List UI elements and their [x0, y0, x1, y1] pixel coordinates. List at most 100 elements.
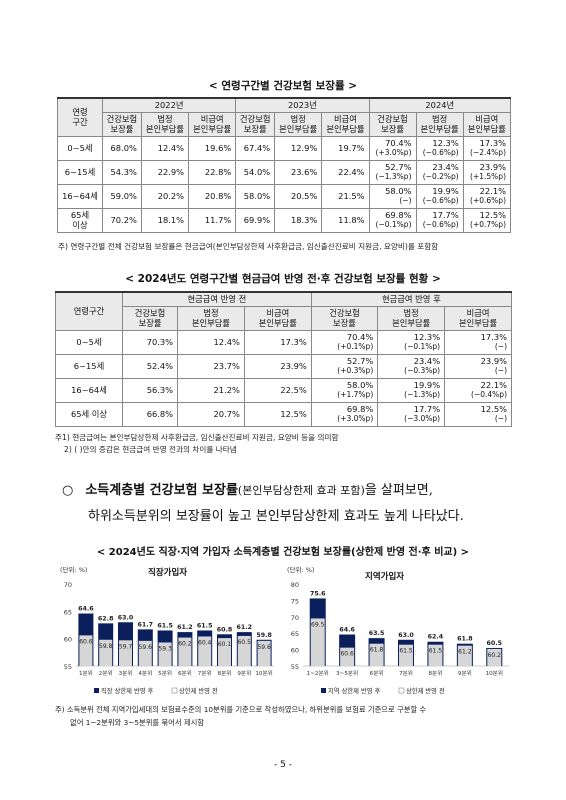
- data-label-after: 63.0: [118, 614, 134, 621]
- delta: (−2.4%p): [470, 148, 506, 157]
- data-label-before: 59.6: [139, 644, 153, 651]
- value-cell: 69.8% (−0.1%p): [368, 207, 417, 233]
- value: 12.5%: [480, 404, 507, 414]
- delta: (−0.1%p): [404, 342, 441, 351]
- value-cell: 17.3%: [243, 329, 312, 355]
- table-row: 16~64세 59.0% 20.2% 20.8% 58.0% 20.5% 21.5% 58.0…: [57, 183, 512, 209]
- sub-header: 건강보험 보장률: [121, 305, 179, 331]
- delta: (−): [399, 196, 412, 205]
- sub-header: 법정 본인부담률: [177, 305, 245, 331]
- data-label-before: 61.5: [399, 648, 413, 655]
- bar-before: [428, 644, 443, 666]
- sub-header: 비급여 본인부담률: [243, 305, 312, 331]
- value-cell: 23.7%: [177, 353, 245, 379]
- delta: (−0.1%p): [375, 220, 412, 229]
- value: 22.1%: [480, 380, 507, 390]
- delta: (−0.6%p): [422, 220, 459, 229]
- sub-header: 법정 본인부담률: [415, 111, 464, 137]
- y-tick-label: 55: [64, 663, 72, 671]
- data-label-before: 59.3: [158, 645, 172, 652]
- data-label-before: 69.5: [311, 621, 325, 628]
- value-cell: 20.5%: [274, 183, 323, 209]
- value: 70.4%: [385, 138, 412, 148]
- age-cell: 0~5세: [57, 135, 103, 161]
- value-cell: 22.1% (+0.6%p): [462, 183, 512, 209]
- data-label-after: 61.7: [138, 621, 154, 628]
- value: 23.4%: [413, 356, 441, 366]
- bar-before: [237, 635, 251, 666]
- sub-header: 비급여 본인부담률: [188, 111, 237, 137]
- value: 70.4%: [346, 332, 374, 342]
- x-tick-label: 6분위: [178, 669, 192, 677]
- value-cell: 23.4% (−0.2%p): [415, 159, 464, 185]
- data-label-after: 60.8: [217, 626, 233, 633]
- table-row: 6~15세 52.4% 23.7% 23.9% 52.7% (+0.3%p) 23.4% (−…: [55, 353, 512, 379]
- age-cell: 6~15세: [55, 353, 123, 379]
- chart-unit: (단위: %): [287, 566, 315, 574]
- y-tick-label: 75: [291, 597, 299, 605]
- value-cell: 69.8% (+3.0%p): [310, 401, 379, 427]
- y-tick-label: 60: [64, 636, 72, 644]
- value-cell: 54.0%: [235, 159, 276, 185]
- delta: (−0.2%p): [422, 172, 459, 181]
- data-label-before: 60.5: [238, 639, 252, 646]
- delta: (+3.0%p): [337, 414, 374, 423]
- value-cell: 18.1%: [140, 207, 190, 233]
- value-cell: 12.4%: [140, 135, 190, 161]
- delta: (+1.7%p): [337, 390, 374, 399]
- age-cell: 0~5세: [55, 329, 123, 355]
- legend-swatch: [398, 687, 405, 694]
- value: 52.7%: [346, 356, 374, 366]
- age-cell: 16~64세: [55, 377, 123, 403]
- data-label-before: 60.2: [178, 641, 192, 648]
- bar-before: [198, 636, 212, 666]
- value-cell: 12.4%: [177, 329, 245, 355]
- value-cell: 11.8%: [321, 207, 370, 233]
- x-tick-label: 4분위: [138, 669, 152, 677]
- y-tick-label: 55: [291, 663, 299, 671]
- data-label-before: 60.6: [340, 651, 354, 658]
- data-label-after: 61.5: [157, 622, 173, 629]
- sub-header: 건강보험 보장률: [102, 111, 142, 137]
- x-tick-label: 1~2분위: [307, 669, 329, 677]
- legend-swatch: [94, 688, 99, 693]
- value-cell: 23.4% (−0.3%p): [377, 353, 446, 379]
- value-cell: 20.8%: [188, 183, 237, 209]
- sub-header: 건강보험 보장률: [235, 111, 276, 137]
- delta: (+3.0%p): [375, 148, 412, 157]
- value: 17.3%: [480, 332, 507, 342]
- y-tick-label: 65: [64, 608, 72, 616]
- value: 58.0%: [346, 380, 374, 390]
- bar-before: [79, 635, 93, 666]
- paragraph-bold: 소득계층별 건강보험 보장률: [85, 483, 238, 498]
- delta: (−): [494, 414, 507, 423]
- age-cell: 16~64세: [57, 183, 103, 209]
- value-cell: 69.9%: [235, 207, 276, 233]
- value: 23.4%: [432, 162, 459, 172]
- value-cell: 12.5% (+0.7%p): [462, 207, 512, 233]
- delta: (−): [494, 342, 507, 351]
- value-cell: 19.9% (−0.6%p): [415, 183, 464, 209]
- value-cell: 18.3%: [274, 207, 323, 233]
- data-label-before: 60.6: [79, 638, 93, 645]
- charts-title: < 2024년도 직장·지역 가입자 소득계층별 건강보험 보장률(상한제 반영…: [96, 547, 470, 558]
- x-tick-label: 8분위: [218, 669, 232, 677]
- value-cell: 17.7% (−3.0%p): [377, 401, 446, 427]
- value-cell: 23.9% (+1.5%p): [462, 159, 512, 185]
- data-label-after: 63.0: [398, 632, 414, 639]
- data-label-after: 64.6: [78, 606, 94, 613]
- delta: (−0.4%p): [471, 390, 507, 399]
- year-header: 2022년: [101, 97, 237, 113]
- value-cell: 52.7% (−1.3%p): [368, 159, 417, 185]
- value: 19.9%: [432, 186, 459, 196]
- data-label-after: 75.6: [310, 590, 326, 597]
- value-cell: 11.7%: [188, 207, 237, 233]
- value-cell: 22.9%: [140, 159, 190, 185]
- legend-label: 직장 상한제 반영 후: [101, 686, 154, 695]
- age-cell: 65세 이상: [57, 207, 103, 233]
- value-cell: 52.4%: [121, 353, 179, 379]
- chart-unit: (단위: %): [60, 566, 88, 574]
- table2-note2: 2) ( )안의 증감은 현금급여 반영 전과의 차이를 나타냄: [64, 445, 237, 454]
- value-cell: 66.8%: [121, 401, 179, 427]
- value: 12.3%: [413, 332, 441, 342]
